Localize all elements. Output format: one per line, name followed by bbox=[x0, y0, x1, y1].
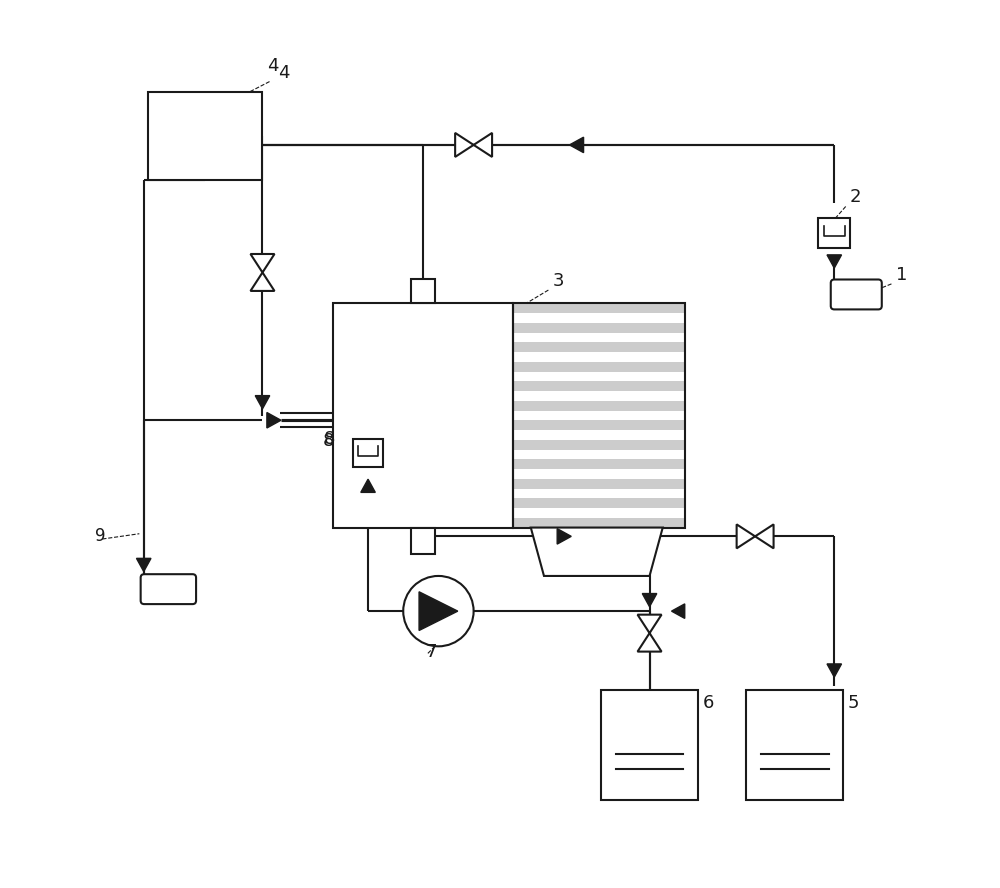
Polygon shape bbox=[255, 396, 270, 408]
Polygon shape bbox=[672, 604, 685, 618]
Bar bbox=[513, 304, 685, 527]
Polygon shape bbox=[136, 559, 151, 572]
Bar bbox=[513, 459, 685, 469]
Bar bbox=[513, 361, 685, 371]
Polygon shape bbox=[474, 133, 492, 157]
Text: 2: 2 bbox=[850, 188, 862, 206]
Bar bbox=[411, 527, 435, 554]
Bar bbox=[513, 400, 685, 410]
Bar bbox=[746, 690, 843, 800]
Bar bbox=[513, 498, 685, 508]
Text: 7: 7 bbox=[425, 643, 437, 661]
Polygon shape bbox=[250, 254, 274, 273]
Polygon shape bbox=[827, 255, 842, 268]
Text: 5: 5 bbox=[847, 694, 859, 712]
Bar bbox=[818, 218, 850, 248]
Polygon shape bbox=[557, 528, 571, 544]
Polygon shape bbox=[642, 593, 657, 607]
Bar bbox=[411, 279, 435, 304]
Text: 8: 8 bbox=[322, 432, 334, 449]
FancyBboxPatch shape bbox=[831, 280, 882, 309]
Text: 6: 6 bbox=[702, 694, 714, 712]
Polygon shape bbox=[755, 524, 774, 549]
Bar bbox=[513, 479, 685, 488]
Bar bbox=[513, 342, 685, 352]
Bar bbox=[148, 92, 262, 180]
Text: 1: 1 bbox=[896, 266, 907, 283]
Bar bbox=[353, 439, 383, 467]
Text: 9: 9 bbox=[95, 527, 106, 544]
Bar bbox=[513, 518, 685, 527]
Bar bbox=[513, 420, 685, 430]
Text: 3: 3 bbox=[553, 272, 564, 289]
Polygon shape bbox=[827, 664, 842, 678]
Bar bbox=[601, 690, 698, 800]
Polygon shape bbox=[638, 614, 662, 633]
Circle shape bbox=[403, 576, 474, 646]
Polygon shape bbox=[531, 527, 663, 576]
Polygon shape bbox=[569, 137, 584, 153]
Bar bbox=[513, 304, 685, 313]
Bar bbox=[513, 381, 685, 391]
Bar bbox=[513, 322, 685, 332]
Text: 4: 4 bbox=[278, 64, 290, 82]
Text: 8: 8 bbox=[324, 430, 335, 448]
Text: 4: 4 bbox=[267, 57, 278, 75]
Bar bbox=[333, 304, 513, 527]
Polygon shape bbox=[455, 133, 474, 157]
Bar bbox=[513, 440, 685, 449]
Polygon shape bbox=[638, 633, 662, 652]
Polygon shape bbox=[267, 413, 281, 428]
Polygon shape bbox=[737, 524, 755, 549]
Polygon shape bbox=[361, 480, 375, 492]
FancyBboxPatch shape bbox=[141, 575, 196, 604]
Polygon shape bbox=[419, 591, 458, 630]
Polygon shape bbox=[250, 273, 274, 291]
